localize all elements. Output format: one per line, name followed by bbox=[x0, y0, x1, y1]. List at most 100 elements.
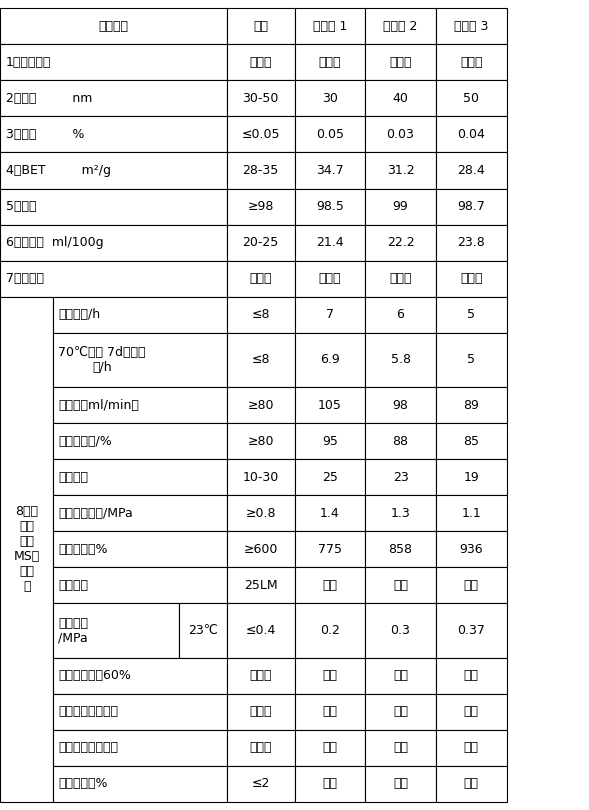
Bar bbox=[365, 693, 436, 730]
Text: 挤出性（ml/min）: 挤出性（ml/min） bbox=[58, 399, 139, 411]
Text: 25: 25 bbox=[322, 471, 337, 484]
Text: 936: 936 bbox=[459, 543, 483, 556]
Text: 7、分散性: 7、分散性 bbox=[6, 272, 44, 285]
Text: 89: 89 bbox=[464, 399, 479, 411]
Text: 85: 85 bbox=[463, 435, 479, 448]
Text: 实施例 1: 实施例 1 bbox=[313, 19, 347, 32]
Bar bbox=[365, 730, 436, 765]
Bar bbox=[294, 765, 365, 802]
Bar bbox=[294, 261, 365, 296]
Text: 邵氏硬度: 邵氏硬度 bbox=[58, 471, 88, 484]
Bar bbox=[0, 189, 227, 224]
Text: 无颗粒: 无颗粒 bbox=[319, 272, 341, 285]
Bar bbox=[436, 8, 507, 45]
Text: 40: 40 bbox=[393, 92, 408, 104]
Text: 105: 105 bbox=[318, 399, 342, 411]
Bar bbox=[227, 45, 294, 80]
Text: 98: 98 bbox=[393, 399, 408, 411]
Text: 弹性回复率/%: 弹性回复率/% bbox=[58, 435, 112, 448]
Text: 实施例 3: 实施例 3 bbox=[454, 19, 488, 32]
Bar bbox=[53, 658, 227, 693]
Bar bbox=[294, 296, 365, 333]
Text: ≥80: ≥80 bbox=[247, 399, 274, 411]
Bar bbox=[53, 730, 227, 765]
Bar bbox=[436, 261, 507, 296]
Bar bbox=[436, 80, 507, 117]
Bar bbox=[53, 765, 227, 802]
Bar bbox=[227, 603, 294, 658]
Text: 25LM: 25LM bbox=[244, 579, 277, 592]
Bar bbox=[227, 117, 294, 152]
Bar bbox=[365, 296, 436, 333]
Text: 31.2: 31.2 bbox=[387, 164, 414, 177]
Text: 19: 19 bbox=[464, 471, 479, 484]
Text: 28.4: 28.4 bbox=[457, 164, 485, 177]
Text: 实施例 2: 实施例 2 bbox=[383, 19, 418, 32]
Bar bbox=[365, 765, 436, 802]
Text: 立方体: 立方体 bbox=[460, 56, 482, 69]
Bar bbox=[227, 189, 294, 224]
Text: 表干时间/h: 表干时间/h bbox=[58, 309, 100, 322]
Text: 位移级别: 位移级别 bbox=[58, 579, 88, 592]
Bar bbox=[227, 567, 294, 603]
Bar bbox=[0, 224, 227, 261]
Text: 5: 5 bbox=[467, 309, 475, 322]
Bar bbox=[53, 459, 227, 495]
Bar bbox=[365, 567, 436, 603]
Text: 23℃: 23℃ bbox=[188, 624, 218, 637]
Bar bbox=[365, 658, 436, 693]
Bar bbox=[436, 730, 507, 765]
Bar bbox=[294, 423, 365, 459]
Bar bbox=[294, 224, 365, 261]
Text: 10-30: 10-30 bbox=[243, 471, 279, 484]
Text: 88: 88 bbox=[392, 435, 409, 448]
Text: 合格: 合格 bbox=[393, 706, 408, 718]
Text: 28-35: 28-35 bbox=[243, 164, 279, 177]
Text: ≤2: ≤2 bbox=[252, 778, 270, 791]
Bar bbox=[365, 531, 436, 567]
Bar bbox=[294, 387, 365, 423]
Bar bbox=[436, 765, 507, 802]
Bar bbox=[227, 730, 294, 765]
Text: 775: 775 bbox=[318, 543, 342, 556]
Text: 22.2: 22.2 bbox=[387, 237, 414, 249]
Bar bbox=[227, 224, 294, 261]
Bar bbox=[227, 296, 294, 333]
Bar bbox=[436, 45, 507, 80]
Bar bbox=[294, 189, 365, 224]
Bar bbox=[294, 730, 365, 765]
Bar bbox=[0, 80, 227, 117]
Text: 95: 95 bbox=[322, 435, 337, 448]
Text: 标准: 标准 bbox=[253, 19, 268, 32]
Text: 5、白度: 5、白度 bbox=[6, 200, 37, 213]
Bar bbox=[436, 658, 507, 693]
Bar bbox=[365, 117, 436, 152]
Bar bbox=[227, 459, 294, 495]
Bar bbox=[179, 603, 227, 658]
Text: 断裂伸长率%: 断裂伸长率% bbox=[58, 543, 108, 556]
Text: 合格: 合格 bbox=[464, 778, 479, 791]
Text: 质量损失率%: 质量损失率% bbox=[58, 778, 108, 791]
Text: ≤0.4: ≤0.4 bbox=[246, 624, 276, 637]
Text: ≤8: ≤8 bbox=[252, 353, 270, 366]
Bar bbox=[227, 261, 294, 296]
Bar bbox=[436, 387, 507, 423]
Text: 无破坏: 无破坏 bbox=[249, 669, 272, 682]
Text: 定伸粘接性，60%: 定伸粘接性，60% bbox=[58, 669, 131, 682]
Bar bbox=[294, 459, 365, 495]
Text: 检测项目: 检测项目 bbox=[98, 19, 128, 32]
Bar bbox=[53, 693, 227, 730]
Text: 98.7: 98.7 bbox=[457, 200, 485, 213]
Bar bbox=[53, 603, 179, 658]
Bar bbox=[53, 531, 227, 567]
Text: 合格: 合格 bbox=[393, 741, 408, 754]
Text: 撕裂拉伸强度/MPa: 撕裂拉伸强度/MPa bbox=[58, 507, 133, 520]
Text: 立方体: 立方体 bbox=[389, 56, 412, 69]
Bar bbox=[294, 8, 365, 45]
Text: 30-50: 30-50 bbox=[243, 92, 279, 104]
Text: 无破坏: 无破坏 bbox=[249, 706, 272, 718]
Bar bbox=[294, 117, 365, 152]
Bar bbox=[53, 296, 227, 333]
Text: 6.9: 6.9 bbox=[320, 353, 340, 366]
Bar bbox=[365, 603, 436, 658]
